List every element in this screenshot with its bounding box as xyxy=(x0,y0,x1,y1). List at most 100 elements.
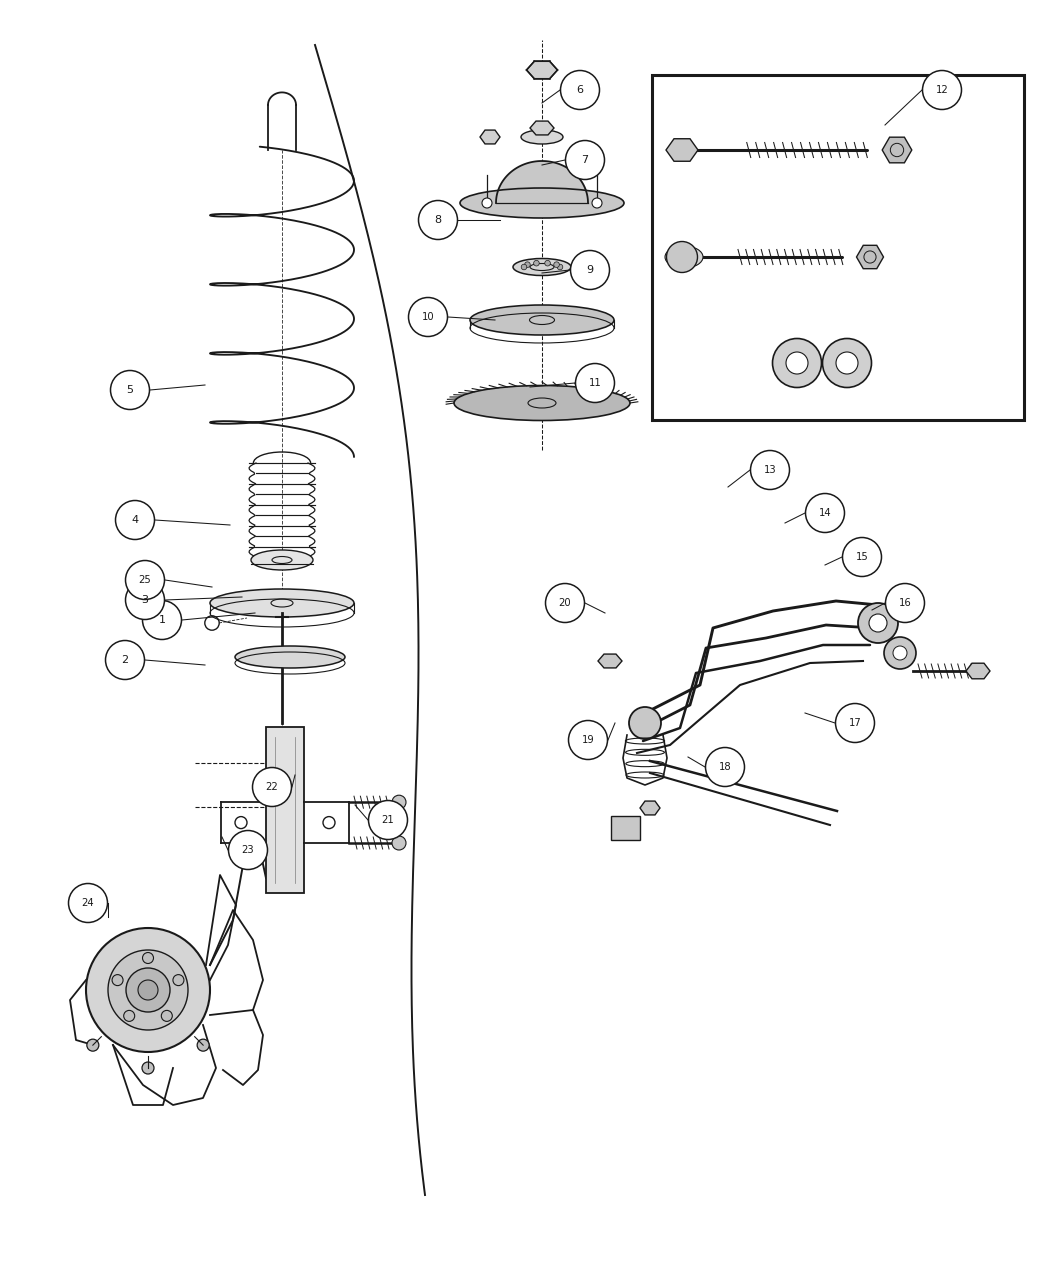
Circle shape xyxy=(869,615,887,632)
Polygon shape xyxy=(526,61,558,79)
Circle shape xyxy=(126,561,165,599)
Circle shape xyxy=(546,584,585,622)
Text: 7: 7 xyxy=(582,156,589,164)
Circle shape xyxy=(252,768,292,807)
Circle shape xyxy=(561,70,600,110)
Circle shape xyxy=(592,198,602,208)
Circle shape xyxy=(667,241,697,273)
Circle shape xyxy=(482,198,492,208)
Circle shape xyxy=(142,1062,154,1074)
Circle shape xyxy=(525,261,530,268)
Circle shape xyxy=(419,200,458,240)
Circle shape xyxy=(143,601,182,640)
Circle shape xyxy=(533,260,540,266)
Text: 16: 16 xyxy=(899,598,911,608)
Circle shape xyxy=(229,830,268,870)
Text: 22: 22 xyxy=(266,782,278,792)
Text: 13: 13 xyxy=(763,465,776,476)
Bar xyxy=(652,75,1024,419)
Polygon shape xyxy=(480,130,500,144)
Circle shape xyxy=(885,584,924,622)
Circle shape xyxy=(108,950,188,1030)
Text: 8: 8 xyxy=(435,215,442,224)
Circle shape xyxy=(392,836,406,850)
Polygon shape xyxy=(666,139,698,161)
Circle shape xyxy=(773,338,821,388)
Circle shape xyxy=(87,1039,99,1051)
Text: 9: 9 xyxy=(587,265,593,275)
Text: 12: 12 xyxy=(936,85,948,96)
Circle shape xyxy=(568,720,608,760)
Text: 14: 14 xyxy=(819,507,832,518)
Text: 18: 18 xyxy=(718,762,731,771)
Text: 25: 25 xyxy=(139,575,151,585)
Ellipse shape xyxy=(454,385,630,421)
Circle shape xyxy=(369,801,407,839)
Circle shape xyxy=(116,501,154,539)
Circle shape xyxy=(112,974,123,986)
Circle shape xyxy=(553,261,560,268)
Circle shape xyxy=(124,1010,134,1021)
Circle shape xyxy=(836,704,875,742)
Circle shape xyxy=(566,140,605,180)
Text: 5: 5 xyxy=(126,385,133,395)
Ellipse shape xyxy=(235,646,345,668)
Circle shape xyxy=(570,250,609,289)
Circle shape xyxy=(138,980,158,1000)
Circle shape xyxy=(126,580,165,620)
Circle shape xyxy=(143,952,153,964)
Circle shape xyxy=(68,884,107,923)
Polygon shape xyxy=(857,245,883,269)
Circle shape xyxy=(110,371,149,409)
Text: 1: 1 xyxy=(159,615,166,625)
Text: 11: 11 xyxy=(589,377,602,388)
FancyBboxPatch shape xyxy=(266,727,304,892)
Text: 21: 21 xyxy=(381,815,395,825)
Circle shape xyxy=(822,338,871,388)
Circle shape xyxy=(126,968,170,1012)
Text: 4: 4 xyxy=(131,515,139,525)
Circle shape xyxy=(197,1039,209,1051)
Circle shape xyxy=(706,747,744,787)
Circle shape xyxy=(786,352,809,374)
Text: 15: 15 xyxy=(856,552,868,562)
Text: 23: 23 xyxy=(242,845,254,856)
Text: 20: 20 xyxy=(559,598,571,608)
Circle shape xyxy=(521,264,527,270)
Polygon shape xyxy=(530,121,554,135)
Circle shape xyxy=(751,450,790,490)
Text: 3: 3 xyxy=(142,595,148,606)
Ellipse shape xyxy=(460,187,624,218)
Text: 10: 10 xyxy=(422,312,435,323)
Circle shape xyxy=(805,493,844,533)
Ellipse shape xyxy=(665,246,704,268)
Text: 2: 2 xyxy=(122,655,128,666)
Circle shape xyxy=(842,538,882,576)
Circle shape xyxy=(923,70,962,110)
Ellipse shape xyxy=(521,130,563,144)
Text: 17: 17 xyxy=(848,718,861,728)
Circle shape xyxy=(629,708,662,740)
Ellipse shape xyxy=(513,259,571,275)
Circle shape xyxy=(884,638,916,669)
Circle shape xyxy=(173,974,184,986)
Circle shape xyxy=(392,796,406,810)
Circle shape xyxy=(858,603,898,643)
Circle shape xyxy=(408,297,447,337)
Text: 19: 19 xyxy=(582,734,594,745)
FancyBboxPatch shape xyxy=(611,816,640,840)
Circle shape xyxy=(105,640,145,680)
Ellipse shape xyxy=(251,550,313,570)
Circle shape xyxy=(162,1010,172,1021)
Polygon shape xyxy=(598,654,622,668)
Circle shape xyxy=(558,264,563,270)
Polygon shape xyxy=(882,138,911,163)
Circle shape xyxy=(892,646,907,660)
Circle shape xyxy=(575,363,614,403)
Ellipse shape xyxy=(210,589,354,617)
Circle shape xyxy=(545,260,550,266)
Polygon shape xyxy=(966,663,990,678)
Text: 24: 24 xyxy=(82,898,94,908)
Ellipse shape xyxy=(470,305,614,335)
Circle shape xyxy=(836,352,858,374)
